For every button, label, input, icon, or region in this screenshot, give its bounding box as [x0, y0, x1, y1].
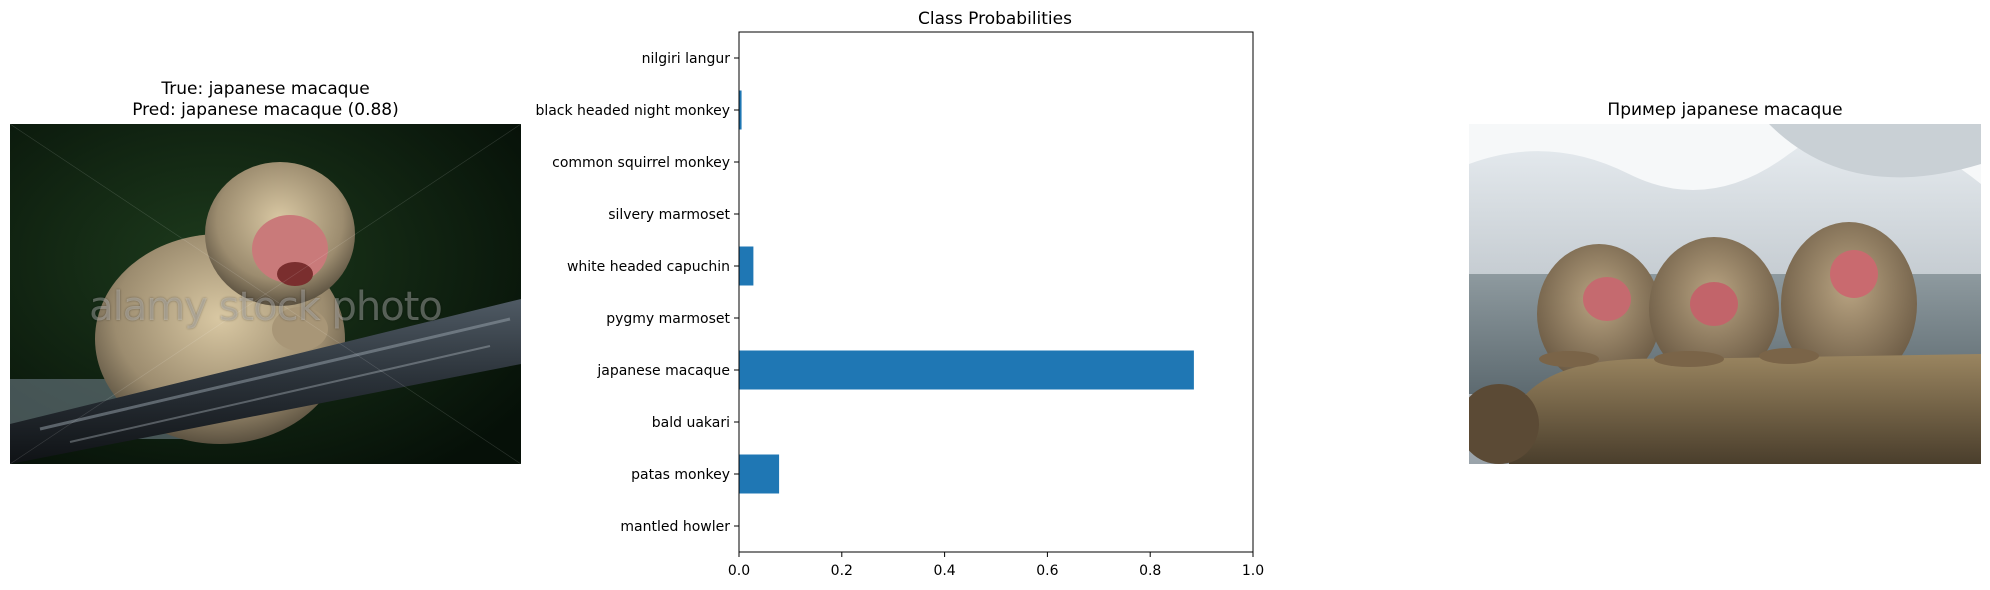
x-tick-label: 1.0 [1242, 563, 1264, 579]
y-tick-label: mantled howler [620, 519, 730, 535]
y-tick-label: silvery marmoset [608, 207, 730, 223]
x-axis: 0.0 0.2 0.4 0.6 0.8 1.0 [728, 552, 1264, 579]
x-tick-label: 0.8 [1139, 563, 1161, 579]
stock-watermark: alamy stock photo [89, 284, 443, 330]
y-tick-label: patas monkey [631, 467, 730, 483]
x-tick-label: 0.4 [933, 563, 955, 579]
y-tick-label: japanese macaque [596, 363, 730, 379]
y-tick-label: common squirrel monkey [552, 155, 730, 171]
y-axis: nilgiri langur black headed night monkey c… [535, 51, 739, 535]
bar-white-headed-capuchin [739, 246, 754, 286]
x-tick-label: 0.6 [1036, 563, 1058, 579]
chart-title: Class Probabilities [918, 9, 1072, 29]
x-tick-label: 0.0 [728, 563, 750, 579]
left-image-title: True: japanese macaque Pred: japanese ma… [10, 79, 521, 121]
macaques-hot-spring-photo [1469, 124, 1981, 464]
bar-japanese-macaque [739, 350, 1194, 390]
y-tick-label: bald uakari [652, 415, 730, 431]
bar-patas-monkey [739, 454, 780, 494]
plot-frame [738, 31, 1254, 553]
predicted-image: alamy stock photo [10, 124, 521, 464]
y-tick-label: nilgiri langur [642, 51, 731, 67]
true-label: True: japanese macaque [161, 79, 370, 99]
bar-black-headed-night-monkey [739, 90, 742, 130]
macaque-photo [10, 124, 521, 464]
y-tick-label: white headed capuchin [567, 259, 730, 275]
example-image [1469, 124, 1981, 464]
example-image-title: Пример japanese macaque [1607, 100, 1843, 120]
x-tick-label: 0.2 [831, 563, 853, 579]
y-tick-label: pygmy marmoset [606, 311, 730, 327]
y-tick-label: black headed night monkey [535, 103, 730, 119]
bars-group [739, 90, 1194, 494]
pred-label: Pred: japanese macaque (0.88) [132, 100, 399, 120]
